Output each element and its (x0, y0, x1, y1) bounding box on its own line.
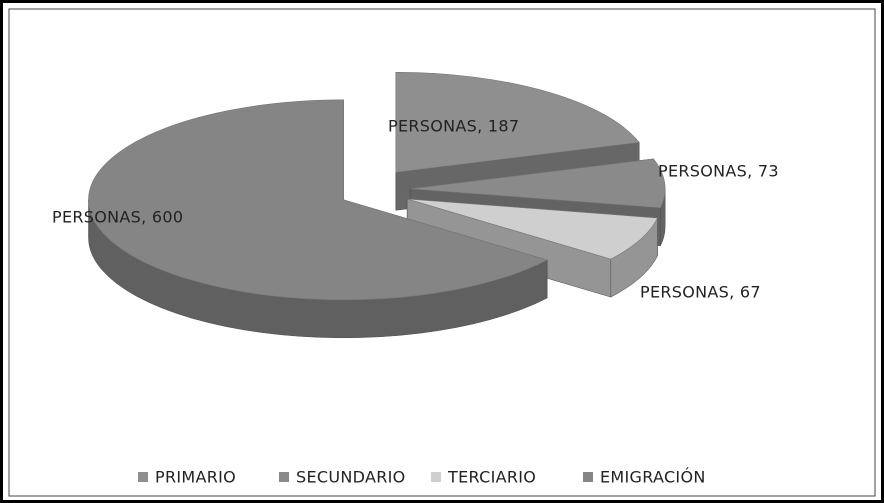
data-label: PERSONAS, 73 (658, 162, 779, 181)
legend-label: TERCIARIO (447, 468, 536, 487)
legend-label: PRIMARIO (155, 468, 236, 487)
slice (410, 158, 666, 209)
slice (88, 99, 548, 301)
slice (395, 71, 640, 173)
legend-swatch (279, 472, 289, 482)
data-label: PERSONAS, 600 (52, 208, 183, 227)
legend-swatch (583, 472, 593, 482)
data-label: PERSONAS, 67 (640, 283, 761, 302)
legend-label: SECUNDARIO (296, 468, 406, 487)
legend-swatch (138, 472, 148, 482)
legend-label: EMIGRACIÓN (600, 468, 706, 487)
slice (407, 198, 658, 260)
legend-swatch (431, 472, 441, 482)
data-label: PERSONAS, 187 (388, 117, 519, 136)
